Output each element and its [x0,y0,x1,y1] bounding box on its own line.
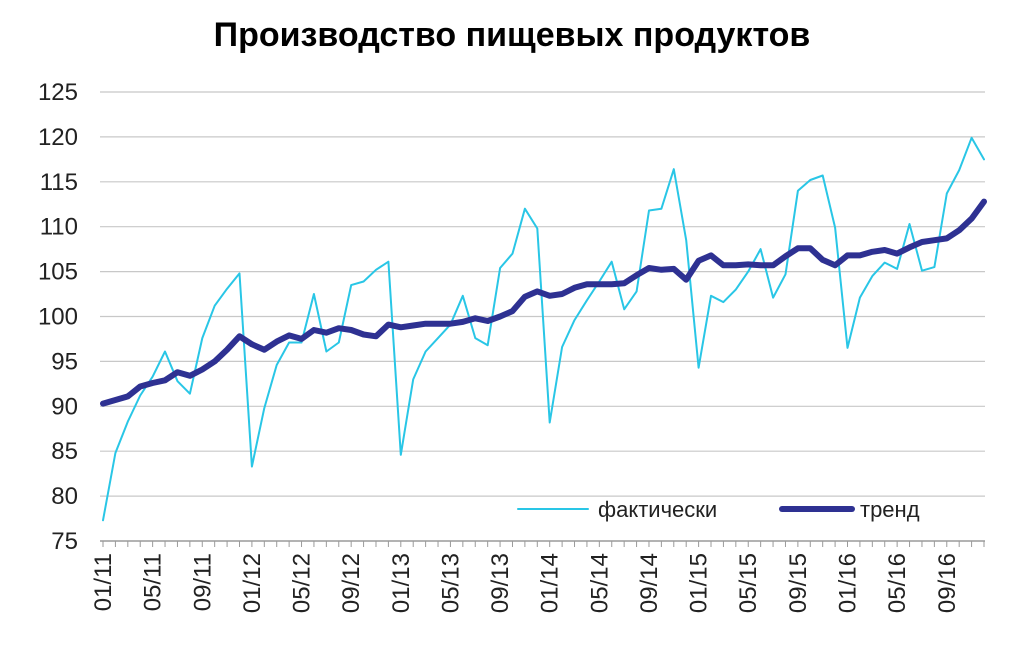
x-tick-label: 09/13 [487,553,514,613]
x-tick-label: 05/13 [437,553,464,613]
x-tick-label: 05/15 [735,553,762,613]
y-tick-label: 90 [51,393,78,420]
x-tick-label: 01/12 [239,553,266,613]
y-tick-label: 115 [40,169,78,196]
y-tick-label: 75 [51,528,78,555]
x-tick-label: 01/15 [686,553,713,613]
x-tick-label: 09/16 [934,553,961,613]
x-tick-label: 05/14 [586,553,613,613]
series-line-actual [102,136,985,522]
y-tick-label: 85 [51,438,78,465]
series-line-trend [100,198,987,407]
x-tick-label: 01/14 [537,553,564,613]
y-tick-label: 105 [38,259,78,286]
x-tick-label: 01/16 [835,553,862,613]
x-tick-label: 05/12 [289,553,316,613]
y-tick-label: 120 [38,124,78,151]
legend-item-actual: фактически [517,497,717,522]
x-tick-label: 09/11 [189,553,216,611]
x-tick-label: 05/16 [884,553,911,613]
x-tick-label: 05/11 [140,553,167,611]
y-tick-label: 110 [40,214,78,241]
x-tick-label: 01/11 [90,553,117,611]
legend-label: фактически [598,497,717,522]
series-lines [100,136,987,522]
x-tick-label: 09/12 [338,553,365,613]
x-tick-label: 01/13 [388,553,415,613]
y-tick-label: 100 [38,304,78,331]
y-tick-label: 80 [51,483,78,510]
x-axis-ticks: 01/11 05/11 09/11 01/12 05/12 09/12 01/13 05/13… [90,541,985,613]
chart-title: Производство пищевых продуктов [213,16,811,54]
y-axis-ticks: 75 80 85 90 95 100 105 110 115 120 125 [38,79,78,555]
legend-item-trend: тренд [779,497,920,522]
x-tick-label: 09/15 [785,553,812,613]
gridlines [100,91,985,542]
y-tick-label: 95 [51,348,78,375]
legend-label: тренд [860,497,920,522]
y-tick-label: 125 [38,79,78,106]
legend: фактически тренд [517,497,920,522]
x-tick-label: 09/14 [636,553,663,613]
